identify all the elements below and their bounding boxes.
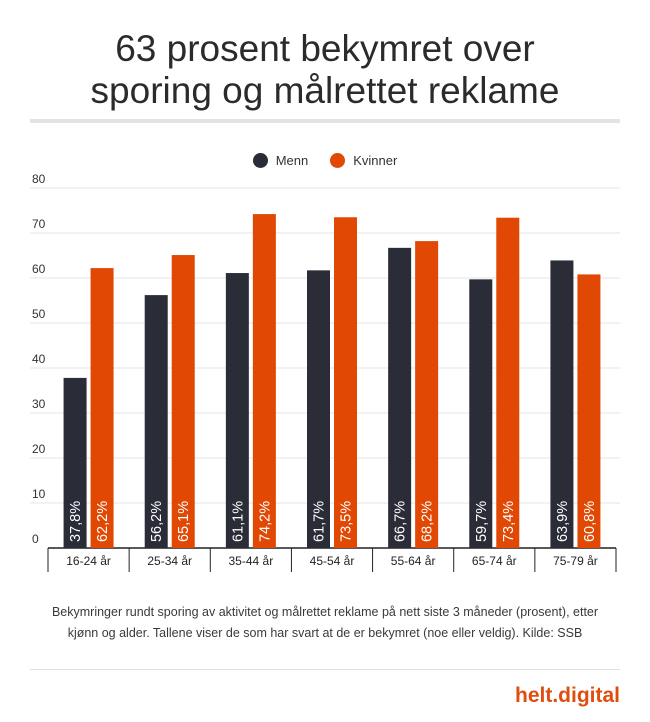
legend-swatch-menn [252,153,268,168]
y-tick-label: 40 [32,352,46,366]
footer-divider [30,669,620,670]
bar-kvinner [171,255,195,549]
chart-title-line-1: 63 prosent bekymret over [115,28,535,69]
data-label-kvinner: 60,8% [582,501,598,542]
bar-kvinner [90,268,114,548]
x-tick-label: 16-24 år [66,554,111,568]
data-label-menn: 61,7% [312,501,328,542]
chart-title-line-2: sporing og målrettet reklame [90,70,560,111]
data-label-kvinner: 74,2% [257,501,273,542]
bar-kvinner [496,217,520,548]
legend-label-menn: Menn [275,153,309,168]
data-label-kvinner: 68,2% [420,501,436,542]
data-label-kvinner: 65,1% [176,501,192,542]
bar-kvinner [415,241,439,548]
y-tick-label: 20 [32,442,46,456]
caption-line-2: kjønn og alder. Tallene viser de som har… [67,626,583,640]
y-tick-label: 80 [32,172,46,186]
bar-menn [225,273,249,548]
bar-kvinner [577,274,601,548]
data-label-menn: 63,9% [555,501,571,542]
title-divider [30,119,620,123]
data-label-kvinner: 73,5% [339,501,355,542]
legend-item-menn: Menn [252,153,309,168]
bar-menn [307,270,330,548]
y-tick-label: 60 [32,262,46,276]
chart-caption: Bekymringer rundt sporing av aktivitet o… [38,602,612,644]
x-tick-label: 75-79 år [553,554,598,568]
bar-menn [388,247,412,548]
x-tick-label: 45-54 år [310,554,355,568]
x-tick-label: 65-74 år [472,554,517,568]
chart-title: 63 prosent bekymret over sporing og målr… [0,28,650,112]
x-tick-label: 55-64 år [391,554,436,568]
data-label-menn: 66,7% [393,501,409,542]
bar-kvinner [252,214,276,548]
bar-kvinner [334,217,357,548]
legend-label-kvinner: Kvinner [353,153,398,168]
y-tick-label: 50 [32,307,46,321]
data-label-menn: 37,8% [68,501,84,542]
bar-chart: 0 10 20 30 40 50 60 70 80 16-24 år 37,8% 62,2% 25-34… [30,172,620,572]
x-tick-label: 35-44 år [229,554,274,568]
brand-logo: helt.digital [515,684,620,707]
data-label-menn: 59,7% [474,501,490,542]
caption-line-1: Bekymringer rundt sporing av aktivitet o… [51,605,599,619]
bar-menn [550,260,574,548]
x-tick-label: 25-34 år [147,554,192,568]
bar-menn [144,295,168,548]
data-label-menn: 56,2% [149,501,165,542]
y-tick-label: 10 [32,487,46,501]
y-tick-label: 30 [32,397,46,411]
y-tick-label: 70 [32,217,46,231]
legend-item-kvinner: Kvinner [330,153,397,168]
legend: Menn Kvinner [0,153,650,168]
legend-swatch-kvinner [330,153,346,168]
data-label-kvinner: 62,2% [95,501,111,542]
data-label-menn: 61,1% [230,501,246,542]
bar-menn [63,377,87,548]
data-label-kvinner: 73,4% [501,501,517,542]
bar-menn [469,279,493,548]
y-tick-label: 0 [32,532,39,546]
